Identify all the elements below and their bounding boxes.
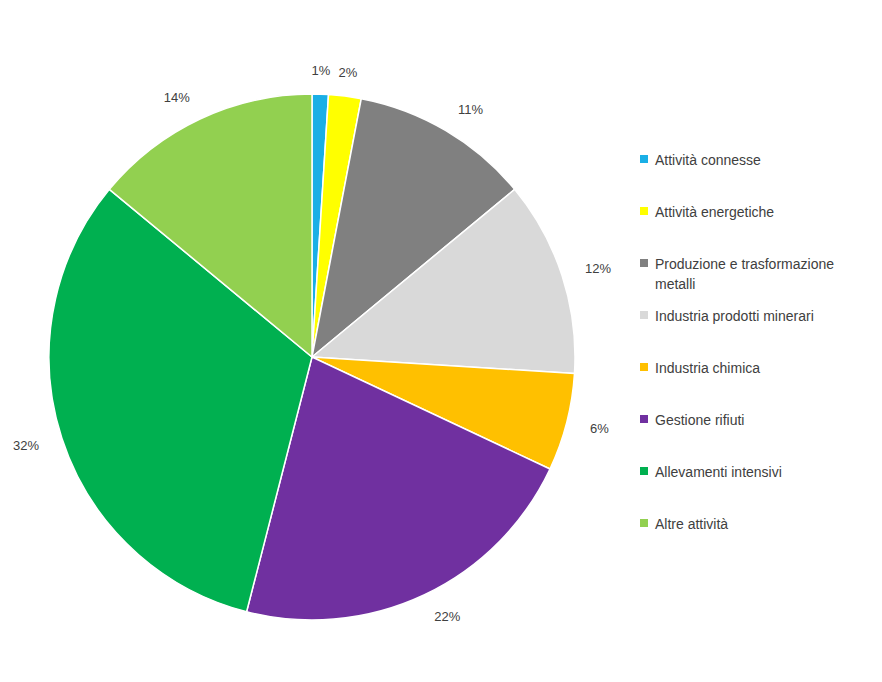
html-text:Attività connesse: Attività connesse <box>655 152 761 168</box>
html-text:Altre attività: Altre attività <box>655 516 729 532</box>
svg-text:6%: 6% <box>590 421 609 436</box>
html-text:Industria chimica: Industria chimica <box>655 360 760 376</box>
svg-text:14%: 14% <box>164 90 190 105</box>
html-text:Gestione rifiuti: Gestione rifiuti <box>655 412 745 428</box>
html-text:Produzione e trasformazione me: Produzione e trasformazione metalli <box>655 256 834 292</box>
svg-text:1%: 1% <box>312 63 331 78</box>
html-text:Industria prodotti minerari: Industria prodotti minerari <box>655 308 814 324</box>
svg-text:2%: 2% <box>339 65 358 80</box>
svg-text:12%: 12% <box>585 261 611 276</box>
svg-text:22%: 22% <box>434 609 460 624</box>
html-text:Allevamenti intensivi: Allevamenti intensivi <box>655 464 782 480</box>
html-text:Attività energetiche: Attività energetiche <box>655 204 775 220</box>
svg-text:32%: 32% <box>13 438 39 453</box>
svg-text:11%: 11% <box>458 102 483 117</box>
